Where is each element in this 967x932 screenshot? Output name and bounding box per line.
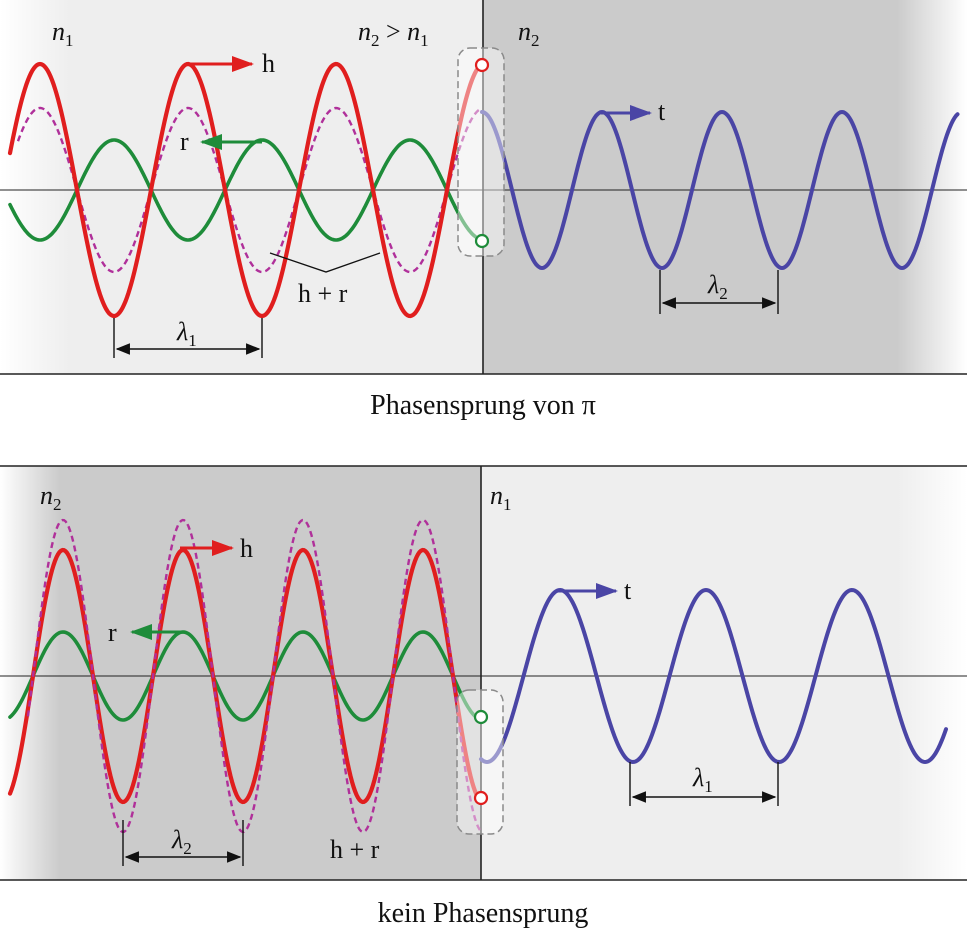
top-lambda2-marker [659,270,779,314]
top-caption: Phasensprung von π [370,390,596,421]
top-sum-pointer-lines [269,252,381,273]
bottom-label-r: r [108,618,117,647]
bottom-medium-left [0,466,481,880]
top-fade-left [0,0,70,374]
top-label-sum: h + r [298,279,348,308]
top-label-r: r [180,127,189,156]
top-lambda2-label: λ2 [707,270,728,303]
bottom-fade-right [897,466,967,880]
bottom-boundary-point-h [473,790,489,806]
top-transmitted-wave [480,109,960,271]
top-medium-right [483,0,967,374]
bottom-arrowhead-h-icon [212,540,234,556]
top-label-h: h [262,49,275,78]
bottom-medium-right [481,466,967,880]
top-lambda1-label: λ1 [176,317,197,350]
top-boundary-point-r [474,233,490,249]
bottom-region-right-label: n1 [490,481,512,514]
bottom-arrowhead-r-icon [130,624,152,640]
bottom-label-sum: h + r [330,835,380,864]
bottom-label-t: t [624,576,632,605]
bottom-boundary-point-r [473,709,489,725]
top-arrowhead-t-icon [630,105,652,121]
top-panel: n1 n2 n2 > n1 h r t h + r λ1 λ2 Phasensp… [0,0,967,421]
top-reflected-wave [8,138,483,242]
bottom-reflected-wave [8,630,483,722]
bottom-arrowhead-t-icon [596,583,618,599]
bottom-lambda2-label: λ2 [171,825,192,858]
bottom-lambda2-marker [122,820,244,866]
top-region-left-label: n1 [52,17,74,50]
top-region-right-label: n2 [518,17,540,50]
bottom-superposition-wave [26,518,482,834]
bottom-lambda1-marker [629,762,779,806]
bottom-panel: n2 n1 h r t h + r λ2 λ1 kein Phasensprun… [0,465,967,929]
top-boundary-highlight [457,47,505,257]
top-lambda1-marker [113,318,263,358]
top-arrowhead-h-icon [232,56,254,72]
top-incident-wave [7,61,484,319]
bottom-caption: kein Phasensprung [378,898,589,929]
top-boundary-point-h [474,57,490,73]
bottom-lambda1-label: λ1 [692,763,713,796]
top-condition-label: n2 > n1 [358,17,429,50]
bottom-boundary-highlight [456,689,504,835]
top-superposition-wave [16,106,483,274]
bottom-label-h: h [240,534,253,563]
bottom-region-left-label: n2 [40,481,62,514]
top-label-t: t [658,97,666,126]
top-arrowhead-r-icon [200,134,222,150]
bottom-fade-left [0,466,60,880]
